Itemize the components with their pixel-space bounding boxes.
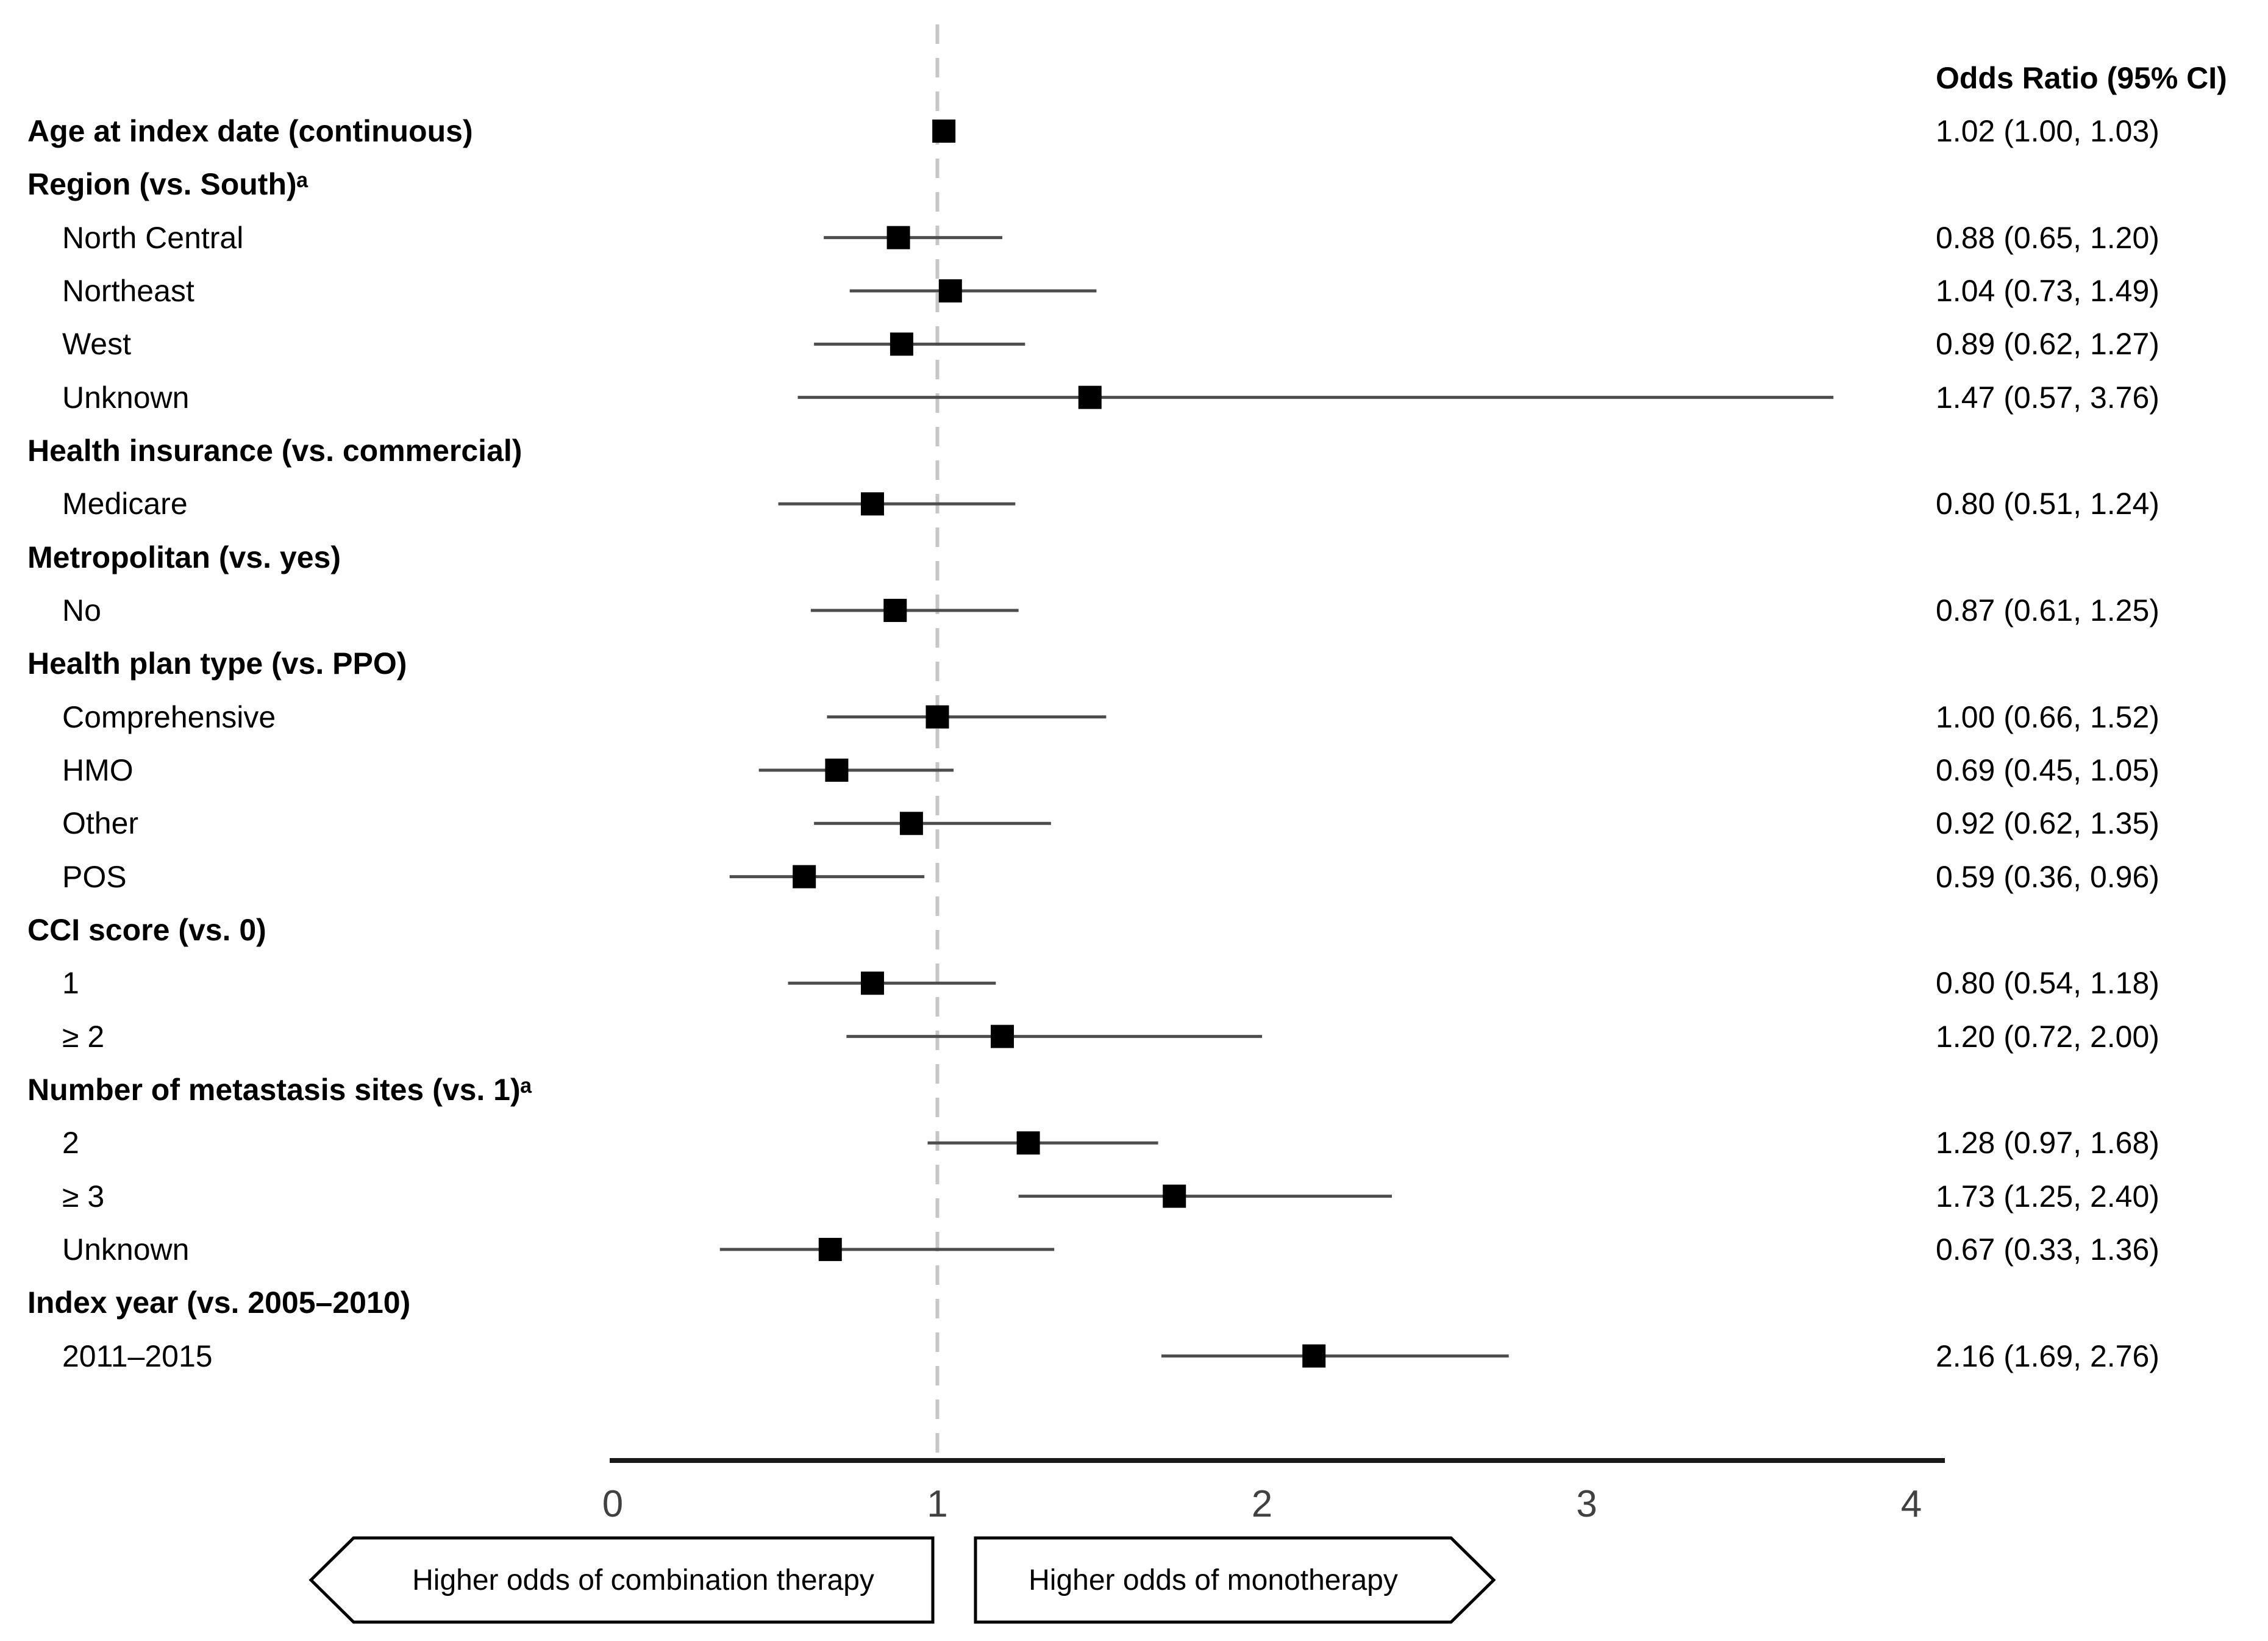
row-label: 1 [62, 966, 79, 1001]
or-value: 0.88 (0.65, 1.20) [1936, 220, 2159, 255]
x-axis-tick-label: 2 [1251, 1483, 1273, 1525]
row-label: POS [62, 859, 127, 894]
row-label: Number of metastasis sites (vs. 1)ᵃ [27, 1072, 532, 1107]
or-marker [1163, 1184, 1186, 1208]
row-label: Northeast [62, 273, 194, 308]
monotherapy-arrow-shape [974, 1536, 1496, 1624]
row-label: Unknown [62, 380, 190, 415]
or-marker [991, 1024, 1014, 1048]
x-axis-tick-label: 1 [927, 1483, 948, 1525]
row-label: HMO [62, 753, 134, 787]
or-marker [861, 492, 884, 516]
x-axis-tick-label: 0 [602, 1483, 624, 1525]
row-label: Region (vs. South)ᵃ [27, 167, 308, 202]
row-label: West [62, 327, 131, 362]
or-marker [886, 226, 910, 249]
row-label: 2 [62, 1126, 79, 1160]
row-label: ≥ 3 [62, 1179, 105, 1214]
or-marker [932, 120, 956, 143]
row-label: Comprehensive [62, 699, 276, 734]
or-value: 0.80 (0.54, 1.18) [1936, 966, 2159, 1001]
or-value: 1.73 (1.25, 2.40) [1936, 1179, 2159, 1214]
x-axis-tick-label: 4 [1900, 1483, 1922, 1525]
x-axis-tick-label: 3 [1576, 1483, 1597, 1525]
or-value: 1.02 (1.00, 1.03) [1936, 114, 2159, 148]
row-label: Health plan type (vs. PPO) [27, 646, 407, 681]
or-value: 0.92 (0.62, 1.35) [1936, 806, 2159, 841]
or-column-header: Odds Ratio (95% CI) [1936, 61, 2227, 95]
or-value: 0.69 (0.45, 1.05) [1936, 753, 2159, 787]
or-value: 0.87 (0.61, 1.25) [1936, 593, 2159, 627]
row-label: No [62, 593, 101, 627]
row-label: Health insurance (vs. commercial) [27, 433, 522, 468]
or-value: 0.80 (0.51, 1.24) [1936, 487, 2159, 521]
row-label: ≥ 2 [62, 1019, 105, 1054]
or-value: 1.20 (0.72, 2.00) [1936, 1019, 2159, 1054]
or-value: 1.00 (0.66, 1.52) [1936, 699, 2159, 734]
row-label: CCI score (vs. 0) [27, 912, 266, 947]
or-value: 0.89 (0.62, 1.27) [1936, 327, 2159, 362]
or-marker [1302, 1344, 1326, 1368]
or-marker [938, 279, 962, 302]
or-value: 0.59 (0.36, 0.96) [1936, 859, 2159, 894]
monotherapy-arrow-label: Higher odds of monotherapy [1029, 1564, 1398, 1596]
combination-arrow-label: Higher odds of combination therapy [412, 1564, 874, 1596]
or-marker [825, 758, 849, 782]
or-marker [793, 865, 816, 888]
or-value: 1.47 (0.57, 3.76) [1936, 380, 2159, 415]
or-marker [861, 971, 884, 995]
row-label: Age at index date (continuous) [27, 114, 473, 148]
row-label: Medicare [62, 487, 188, 521]
or-marker [1016, 1131, 1040, 1155]
or-marker [1078, 385, 1102, 409]
row-label: Other [62, 806, 139, 841]
row-label: North Central [62, 220, 244, 255]
or-marker [818, 1237, 842, 1261]
or-value: 1.04 (0.73, 1.49) [1936, 273, 2159, 308]
or-marker [883, 598, 907, 622]
or-marker [890, 332, 913, 356]
or-value: 2.16 (1.69, 2.76) [1936, 1339, 2159, 1373]
row-label: Metropolitan (vs. yes) [27, 540, 341, 574]
row-label: Index year (vs. 2005–2010) [27, 1285, 411, 1320]
or-value: 1.28 (0.97, 1.68) [1936, 1126, 2159, 1160]
row-label: 2011–2015 [62, 1339, 213, 1373]
combination-arrow-shape [308, 1536, 935, 1624]
or-marker [899, 812, 923, 835]
row-label: Unknown [62, 1232, 190, 1267]
or-value: 0.67 (0.33, 1.36) [1936, 1232, 2159, 1267]
or-marker [925, 705, 949, 729]
